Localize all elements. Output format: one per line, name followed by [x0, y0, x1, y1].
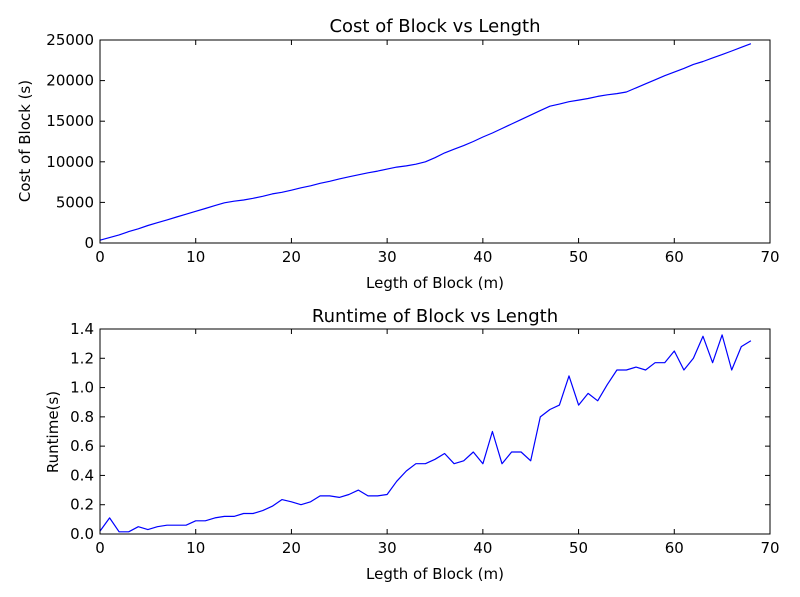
cost-chart: Cost of Block vs Length 0 10 20 30 40 50 60 700…: [16, 16, 780, 292]
y-tick-label: 0.0: [70, 525, 94, 543]
x-tick-label: 70: [760, 248, 779, 266]
x-tick-label: 40: [473, 248, 492, 266]
y-tick-label: 0.8: [70, 408, 94, 426]
y-tick-label: 10000: [46, 153, 94, 171]
y-tick-label: 0.2: [70, 496, 94, 514]
y-axis-label: Runtime(s): [44, 391, 62, 473]
y-tick-label: 0.6: [70, 437, 94, 455]
y-tick-label: 1.2: [70, 349, 94, 367]
x-tick-label: 40: [473, 539, 492, 557]
x-tick-label: 0: [95, 248, 105, 266]
y-tick-label: 1.0: [70, 379, 94, 397]
x-tick-label: 10: [186, 248, 205, 266]
x-tick-label: 50: [569, 248, 588, 266]
runtime-chart-ticks: 0 10 20 30 40 50 60 70 0.0 0.2 0.4 0.6 0.8 1.0 1.2 1.4: [70, 320, 779, 557]
y-axis-label: Cost of Block (s): [16, 80, 34, 202]
x-tick-label: 50: [569, 539, 588, 557]
x-tick-label: 60: [665, 539, 684, 557]
x-tick-label: 10: [186, 539, 205, 557]
x-tick-label: 0: [95, 539, 105, 557]
y-tick-label: 0.4: [70, 466, 94, 484]
cost-chart-ticks: 0 10 20 30 40 50 60 70 0 5000 10000 15000 20000 25000: [46, 31, 779, 266]
y-tick-label: 20000: [46, 72, 94, 90]
x-tick-label: 30: [378, 248, 397, 266]
y-tick-label: 15000: [46, 112, 94, 130]
series-line: [99, 334, 752, 533]
y-tick-label: 1.4: [70, 320, 94, 338]
chart-title: Cost of Block vs Length: [329, 16, 540, 37]
plot-frame: [99, 39, 771, 244]
x-tick-label: 70: [760, 539, 779, 557]
chart-title: Runtime of Block vs Length: [312, 306, 558, 327]
x-tick-label: 20: [282, 248, 301, 266]
runtime-chart: Runtime of Block vs Length 0 10 20 30 40 50 60…: [44, 306, 780, 583]
x-tick-label: 60: [665, 248, 684, 266]
x-axis-label: Legth of Block (m): [366, 565, 504, 583]
plot-frame: [99, 328, 771, 535]
x-tick-label: 30: [378, 539, 397, 557]
y-tick-label: 0: [84, 234, 94, 252]
x-axis-label: Legth of Block (m): [366, 274, 504, 292]
series-line: [99, 43, 752, 241]
x-tick-label: 20: [282, 539, 301, 557]
y-tick-label: 5000: [56, 193, 94, 211]
y-tick-label: 25000: [46, 31, 94, 49]
